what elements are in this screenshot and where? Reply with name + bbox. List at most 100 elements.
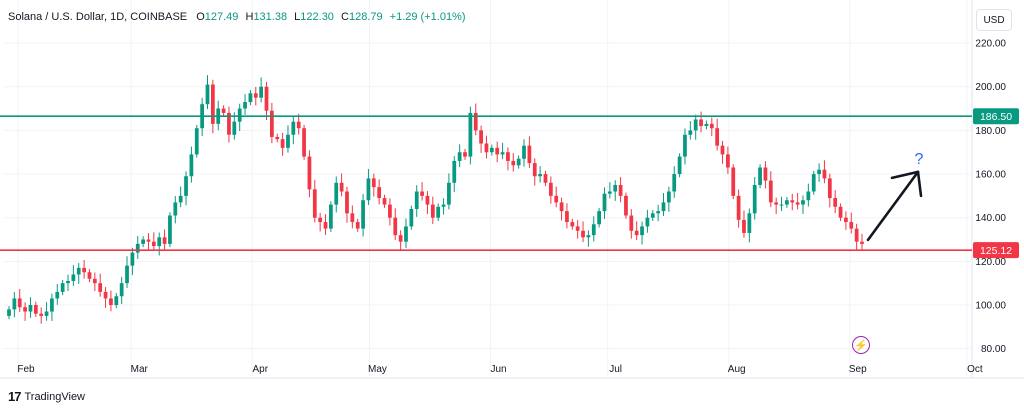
x-tick-label: Aug xyxy=(728,364,746,375)
candle-body xyxy=(806,191,811,201)
resistance-label: 186.50 xyxy=(980,111,1012,123)
candle-body xyxy=(44,311,49,316)
candle-body xyxy=(162,237,167,244)
arrow-head xyxy=(890,170,923,198)
candle-body xyxy=(232,121,237,135)
annotations: ? xyxy=(866,151,924,242)
candle-body xyxy=(264,86,269,111)
candle-body xyxy=(726,154,730,168)
candle-body xyxy=(409,208,414,227)
high-label: H xyxy=(245,11,254,23)
close-label: C xyxy=(341,11,349,23)
candle-body xyxy=(801,200,805,205)
candle-body xyxy=(581,230,585,238)
candle-body xyxy=(135,243,140,253)
x-tick-label: Jul xyxy=(609,364,622,375)
candle-body xyxy=(92,278,97,284)
candle-body xyxy=(709,123,714,129)
candle-body xyxy=(457,152,462,161)
candle-body xyxy=(323,222,328,229)
candle-body xyxy=(779,204,784,206)
candle-body xyxy=(790,200,795,203)
tradingview-logo[interactable]: 17 TradingView xyxy=(8,389,85,404)
candle-body xyxy=(548,182,553,196)
candle-body xyxy=(382,198,387,205)
change-value: +1.29 (+1.01%) xyxy=(389,11,466,23)
candle-body xyxy=(538,174,542,177)
candle-body xyxy=(253,93,258,98)
candle-body xyxy=(377,187,382,199)
candle-body xyxy=(640,226,644,236)
candle-body xyxy=(795,202,800,205)
candle-body xyxy=(146,239,151,242)
candle-body xyxy=(76,267,81,275)
y-tick-label: 220.00 xyxy=(975,39,1006,50)
y-tick-label: 100.00 xyxy=(975,300,1006,311)
candle-body xyxy=(758,167,762,185)
candle-body xyxy=(189,154,194,177)
resistance-label-bg xyxy=(973,108,1019,125)
candle-body xyxy=(624,195,628,216)
candle-body xyxy=(468,112,473,157)
candle-body xyxy=(291,121,296,135)
x-tick-label: Mar xyxy=(131,364,149,375)
candle-body xyxy=(484,143,489,153)
lightning-icon[interactable]: ⚡ xyxy=(852,336,870,354)
candle-body xyxy=(817,169,821,175)
candle-body xyxy=(768,180,773,203)
candle-body xyxy=(307,156,312,190)
candle-body xyxy=(221,108,226,113)
candle-body xyxy=(677,156,682,175)
candle-body xyxy=(495,147,500,155)
candle-body xyxy=(393,217,398,236)
x-tick-label: Oct xyxy=(967,364,983,375)
candle-body xyxy=(634,230,639,236)
candle-body xyxy=(17,298,22,308)
candle-body xyxy=(130,252,135,266)
currency-button[interactable]: USD xyxy=(976,9,1012,31)
candle-body xyxy=(329,204,333,229)
low-label: L xyxy=(294,11,301,23)
candle-body xyxy=(280,139,285,148)
candle-body xyxy=(168,215,172,244)
candle-body xyxy=(565,211,569,223)
candle-body xyxy=(339,182,344,192)
candle-body xyxy=(414,191,419,209)
candle-body xyxy=(763,167,768,181)
candle-body xyxy=(7,309,11,316)
high-value: 131.38 xyxy=(253,11,288,23)
arrow-line xyxy=(866,170,920,242)
x-tick-label: May xyxy=(368,364,387,375)
candle-body xyxy=(489,147,494,153)
candle-body xyxy=(355,222,360,229)
candle-body xyxy=(312,189,317,218)
candle-body xyxy=(404,226,408,242)
candle-body xyxy=(23,307,27,312)
candle-body xyxy=(28,304,33,312)
support-label-bg xyxy=(973,242,1019,259)
x-tick-label: Sep xyxy=(849,364,867,375)
candle-body xyxy=(98,283,103,292)
candle-body xyxy=(597,211,602,225)
tradingview-logo-icon: 17 xyxy=(8,389,22,404)
support-label: 125.12 xyxy=(980,245,1012,257)
y-tick-label: 180.00 xyxy=(975,126,1006,137)
low-value: 122.30 xyxy=(300,11,334,23)
candle-body xyxy=(82,267,86,273)
candle-body xyxy=(532,163,537,177)
candle-body xyxy=(672,174,677,192)
candle-body xyxy=(452,160,457,183)
candle-body xyxy=(699,119,703,127)
candle-body xyxy=(613,184,618,192)
candle-body xyxy=(575,226,580,231)
candle-body xyxy=(506,152,510,161)
candle-body xyxy=(275,136,280,140)
candle-body xyxy=(827,178,832,199)
candle-body xyxy=(463,152,467,157)
candle-body xyxy=(747,213,752,233)
candles xyxy=(7,75,864,324)
candle-body xyxy=(318,217,323,223)
open-value: 127.49 xyxy=(204,11,239,23)
question-mark: ? xyxy=(915,151,924,168)
